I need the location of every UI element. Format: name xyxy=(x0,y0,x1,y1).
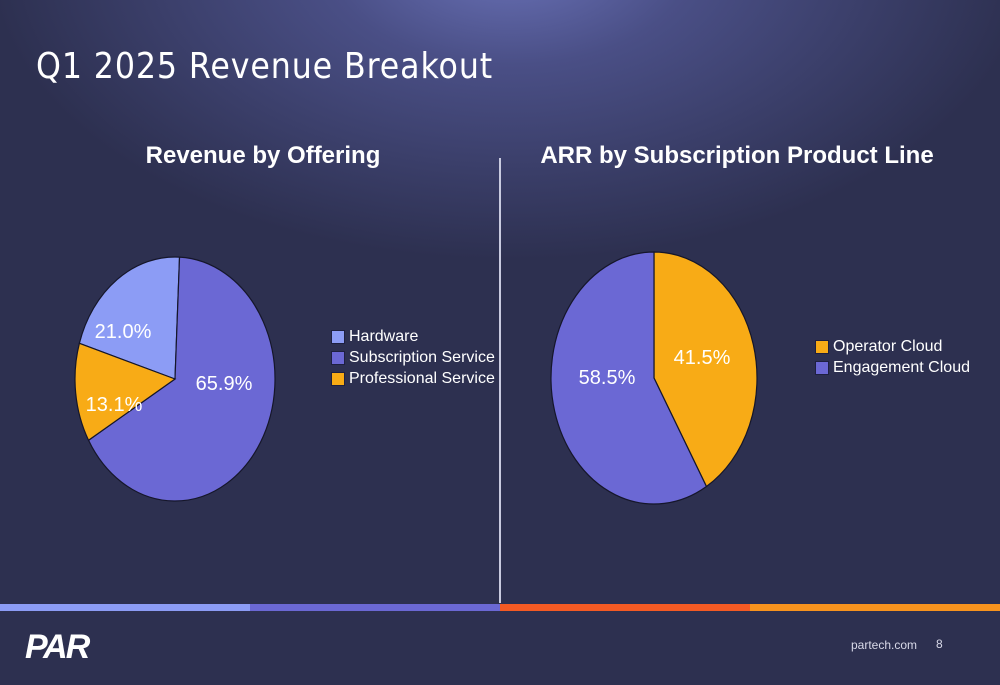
legend-item-subscription-service: Subscription Service xyxy=(331,347,495,368)
legend-swatch xyxy=(815,360,829,375)
revenue-by-offering-pie: 21.0% 65.9% 13.1% xyxy=(74,256,276,502)
legend-item-operator-cloud: Operator Cloud xyxy=(815,336,970,357)
legend-arr-by-product-line: Operator Cloud Engagement Cloud xyxy=(815,336,970,378)
chart-title-arr-by-product-line: ARR by Subscription Product Line xyxy=(540,142,934,169)
arr-by-product-line-pie: 41.5% 58.5% xyxy=(550,251,758,505)
footer-url[interactable]: partech.com xyxy=(851,638,918,652)
slice-value-label-subscription-service: 65.9% xyxy=(196,373,253,395)
pie-slice-subscription-service xyxy=(87,256,276,502)
legend-item-hardware: Hardware xyxy=(331,326,495,347)
stripe-4 xyxy=(750,604,1000,611)
footer-color-stripes xyxy=(0,604,1000,611)
legend-label: Operator Cloud xyxy=(833,337,943,355)
legend-swatch xyxy=(815,339,829,354)
stripe-3 xyxy=(500,604,750,611)
stripe-2 xyxy=(250,604,500,611)
pie-slice-operator-cloud xyxy=(653,251,758,488)
slice-value-label-engagement-cloud: 58.5% xyxy=(579,367,636,389)
pie-slice-hardware xyxy=(78,256,181,380)
page-title: Q1 2025 Revenue Breakout xyxy=(36,46,494,87)
pie-slice-engagement-cloud xyxy=(550,251,708,505)
legend-label: Hardware xyxy=(349,327,419,345)
chart-divider xyxy=(499,158,501,603)
legend-swatch xyxy=(331,371,345,386)
stripe-1 xyxy=(0,604,250,611)
slice-value-label-hardware: 21.0% xyxy=(95,321,152,343)
legend-item-professional-service: Professional Service xyxy=(331,368,495,389)
legend-item-engagement-cloud: Engagement Cloud xyxy=(815,357,970,378)
legend-swatch xyxy=(331,329,345,344)
par-logo: PAR xyxy=(25,628,90,666)
slice-value-label-professional-service: 13.1% xyxy=(86,394,143,416)
legend-label: Subscription Service xyxy=(349,348,495,366)
legend-label: Professional Service xyxy=(349,369,495,387)
legend-label: Engagement Cloud xyxy=(833,358,970,376)
slice-value-label-operator-cloud: 41.5% xyxy=(674,347,731,369)
page-number: 8 xyxy=(936,637,943,651)
pie-slice-professional-service xyxy=(74,342,177,442)
legend-revenue-by-offering: Hardware Subscription Service Professional… xyxy=(331,326,495,389)
legend-swatch xyxy=(331,350,345,365)
chart-title-revenue-by-offering: Revenue by Offering xyxy=(145,142,381,169)
